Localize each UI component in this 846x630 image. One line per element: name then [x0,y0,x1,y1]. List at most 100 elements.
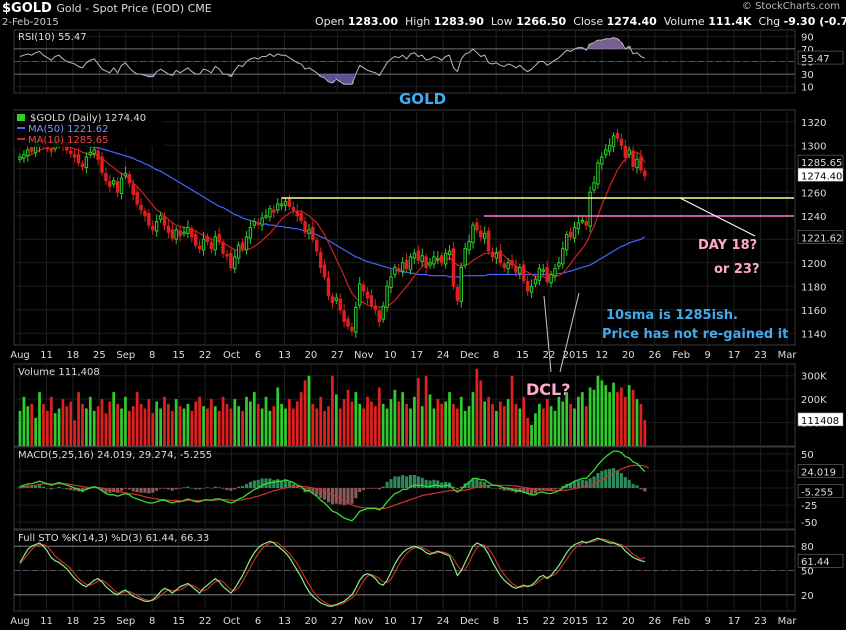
panel-frame-vol [13,363,796,447]
volume-bar [455,408,459,446]
volume-bar [584,406,588,446]
price-candle [643,170,647,177]
price-candle [276,203,280,211]
price-candle [72,154,77,158]
macd-histogram-bar [440,482,444,488]
volume-bar [116,403,119,446]
macd-histogram-bar [338,488,342,505]
volume-bar [537,403,541,446]
macd-histogram-bar [436,480,440,488]
price-candle [252,221,257,226]
y-tick-label: 50 [801,567,814,578]
price-candle [170,229,175,239]
volume-bar [631,389,635,446]
volume-bar [510,375,514,446]
macd-histogram-bar [506,488,510,491]
price-candle [533,278,538,285]
macd-histogram-bar [326,488,331,503]
price-candle [463,248,467,266]
x-tick-label: 20 [305,616,318,627]
volume-bar [249,401,252,446]
y-tick-label: -25 [801,501,817,512]
macd-histogram-bar [342,488,346,506]
x-tick-label: 8 [493,350,499,361]
macd-histogram-bar [639,488,643,490]
price-candle [182,231,186,235]
x-tick-label: 11 [40,616,53,627]
volume-bar [643,419,647,446]
price-candle [572,227,577,239]
macd-histogram-bar [557,488,561,489]
macd-histogram-bar [170,488,174,491]
x-tick-label: 18 [67,350,80,361]
volume-bar [534,413,537,446]
macd-histogram-bar [490,488,495,489]
y-tick-label: -50 [801,518,817,529]
ma10-last-value: 1285.65 [801,158,842,169]
price-candle [268,208,272,218]
macd-histogram-bar [334,488,338,504]
volume-bar [393,389,397,446]
volume-bar [206,408,209,446]
price-candle [361,284,366,292]
price-candle [197,245,202,250]
price-candle [240,242,245,250]
macd-histogram-bar [529,488,534,495]
y-tick-label: 20 [801,591,814,602]
y-tick-label: 1300 [801,141,826,152]
macd-histogram-bar [272,479,276,488]
x-tick-label: 25 [93,350,106,361]
price-candle [158,215,163,220]
x-tick-label: 8 [493,616,499,627]
price-candle [568,231,573,238]
price-legend-candle-icon [17,114,25,121]
price-candle [342,310,346,322]
volume-bar [233,399,237,446]
x-tick-label: 10 [384,616,397,627]
volume-bar [522,396,526,446]
volume-bar [143,408,147,446]
price-candle [393,266,397,276]
volume-bar [268,410,272,446]
price-candle [315,239,319,252]
x-tick-label: 17 [728,616,741,627]
price-candle [553,268,557,277]
volume-bar [299,392,303,446]
macd-histogram-bar [377,488,381,490]
macd-histogram-bar [346,488,350,505]
volume-bar [112,392,116,446]
macd-histogram-bar [350,488,354,504]
price-candle [49,148,53,152]
macd-histogram-bar [104,488,108,493]
sma-annotation-2: Price has not re-gained it [602,327,788,342]
volume-bar [373,406,377,446]
x-tick-label: Oct [223,616,240,627]
volume-bar [362,408,366,446]
price-candle [600,156,604,165]
rsi-legend: RSI(10) 55.47 [18,32,87,43]
volume-bar [45,410,49,446]
macd-histogram-bar [112,488,116,493]
x-tick-label: 22 [199,350,212,361]
price-candle [397,268,401,271]
x-tick-label: 20 [622,616,635,627]
volume-bar [178,406,182,446]
y-tick-label: 200K [801,395,827,406]
price-candle [490,251,495,258]
volume-last-value: 111408 [801,416,839,427]
macd-histogram-bar [405,476,409,488]
macd-histogram-bar [643,488,647,492]
macd-histogram-bar [237,486,241,488]
x-tick-label: 17 [410,350,423,361]
macd-legend: MACD(5,25,16) 24.019, 29.274, -5.255 [18,450,212,461]
macd-last-value: 24.019 [801,468,836,479]
price-candle [119,177,124,194]
macd-histogram-bar [221,488,225,489]
price-candle [166,225,171,233]
price-candle [377,310,381,322]
volume-bar [530,424,533,446]
macd-histogram-bar [178,488,182,489]
x-tick-label: 22 [543,350,556,361]
macd-histogram-bar [280,480,284,488]
volume-bar [229,408,233,446]
